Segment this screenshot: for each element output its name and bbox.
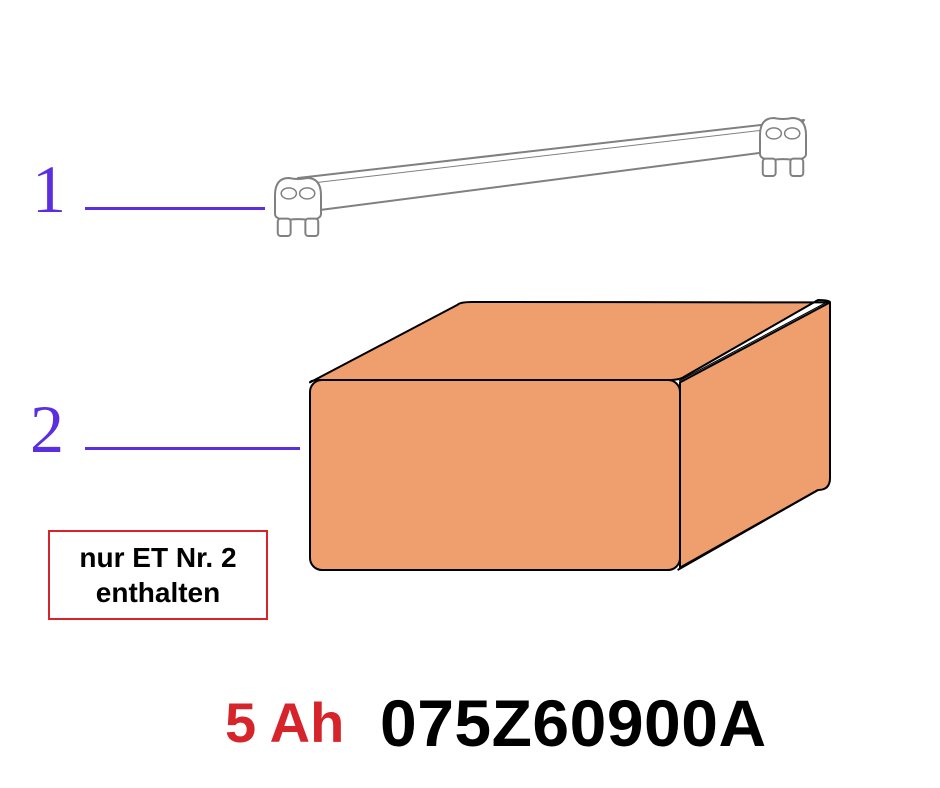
- note-line-1: nur ET Nr. 2: [79, 540, 236, 575]
- callout-line-2: [85, 447, 300, 450]
- callout-line-1: [85, 207, 265, 210]
- part-1-handle: [275, 118, 806, 236]
- note-line-2: enthalten: [96, 575, 220, 610]
- callout-number-1: 1: [32, 150, 66, 229]
- spec-label: 5 Ah: [225, 690, 344, 755]
- note-box: nur ET Nr. 2 enthalten: [48, 530, 268, 620]
- diagram-scene: [0, 0, 940, 788]
- callout-number-2: 2: [30, 390, 64, 469]
- part-number: 075Z60900A: [380, 685, 767, 761]
- part-2-box: [310, 300, 830, 570]
